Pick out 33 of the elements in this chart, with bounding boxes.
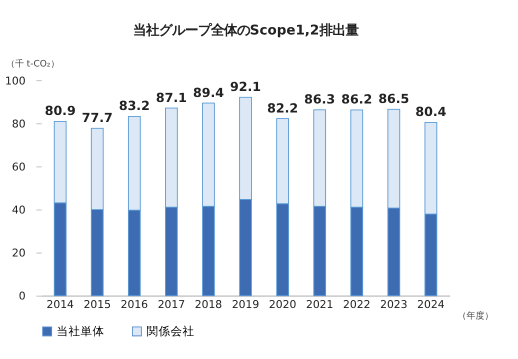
total-label: 87.1 [156,90,187,105]
y-tick-label: 100 [5,74,26,88]
total-label: 82.2 [267,100,298,116]
total-label: 77.7 [82,110,113,126]
x-tick-label: 2016 [120,298,148,311]
x-tick-label: 2017 [158,298,186,311]
total-label: 86.3 [304,91,336,106]
legend-label: 関係会社 [146,324,194,338]
total-label: 80.4 [415,104,447,120]
x-tick-label: 2020 [268,298,296,311]
y-tick-label: 80 [12,117,26,130]
x-tick-label: 2023 [380,298,408,311]
total-label: 80.9 [44,103,76,118]
total-label: 86.2 [341,92,372,107]
x-tick-label: 2014 [46,298,74,311]
total-label: 89.4 [192,84,224,100]
y-tick-label: 0 [18,290,26,303]
x-tick-label: 2018 [194,298,222,311]
y-tick-label: 60 [12,160,26,174]
x-tick-label: 2024 [417,298,445,311]
y-tick-label: 40 [12,204,26,217]
total-label: 92.1 [230,78,262,94]
x-tick-label: 2021 [306,298,334,311]
total-label: 86.5 [378,91,410,106]
x-tick-label: 2022 [343,298,370,311]
legend-label: 当社単体 [56,324,105,338]
y-axis-title: （千 t-CO₂） [6,58,60,70]
chart-title: 当社グループ全体のScope1,2排出量 [132,22,358,38]
total-label: 83.2 [118,98,150,114]
x-tick-label: 2019 [232,298,260,311]
x-tick-label: 2015 [84,298,111,311]
y-tick-label: 20 [12,246,26,260]
x-axis-title: （年度） [457,310,494,322]
